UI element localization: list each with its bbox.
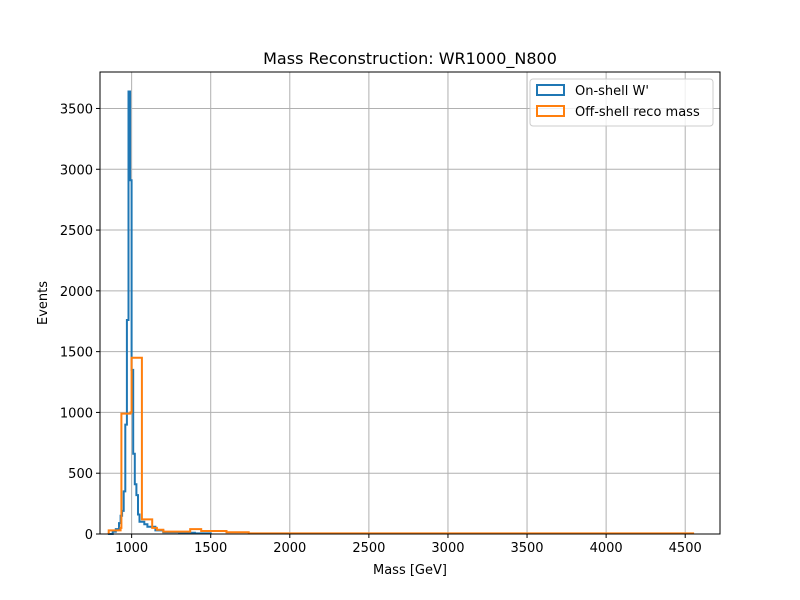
legend-box [529, 78, 714, 127]
legend-label-off-shell: Off-shell reco mass [575, 105, 700, 120]
y-tick-label: 2500 [60, 224, 93, 239]
y-tick-label: 0 [85, 528, 93, 543]
plot-area [100, 72, 720, 534]
x-tick-label: 3000 [431, 541, 464, 556]
y-tick-label: 1500 [60, 346, 93, 361]
x-tick-label: 4500 [669, 541, 702, 556]
series-layer [107, 90, 695, 535]
x-axis-label: Mass [GeV] [373, 563, 447, 578]
x-tick-label: 1500 [194, 541, 227, 556]
legend-label-on-shell: On-shell W' [575, 84, 649, 99]
plot-frame [99, 71, 721, 535]
y-tick-label: 3000 [60, 163, 93, 178]
y-tick-label: 2000 [60, 285, 93, 300]
y-axis-label: Events [36, 281, 51, 325]
y-axis-ticks: 0 500 1000 1500 2000 2500 3000 3500 [60, 102, 100, 543]
legend-swatch-on-shell [536, 84, 565, 96]
x-axis-ticks: 1000 1500 2000 2500 3000 3500 4000 4500 [115, 534, 702, 556]
x-tick-label: 3500 [510, 541, 543, 556]
y-tick-label: 500 [68, 467, 93, 482]
legend: On-shell W' Off-shell reco mass [529, 78, 714, 127]
x-tick-label: 1000 [115, 541, 148, 556]
chart-title: Mass Reconstruction: WR1000_N800 [263, 49, 557, 69]
x-tick-label: 2500 [352, 541, 385, 556]
y-tick-label: 3500 [60, 102, 93, 117]
legend-swatch-off-shell [536, 105, 565, 117]
x-tick-label: 4000 [590, 541, 623, 556]
y-tick-label: 1000 [60, 406, 93, 421]
x-tick-label: 2000 [273, 541, 306, 556]
series-off-shell-step [107, 356, 695, 535]
